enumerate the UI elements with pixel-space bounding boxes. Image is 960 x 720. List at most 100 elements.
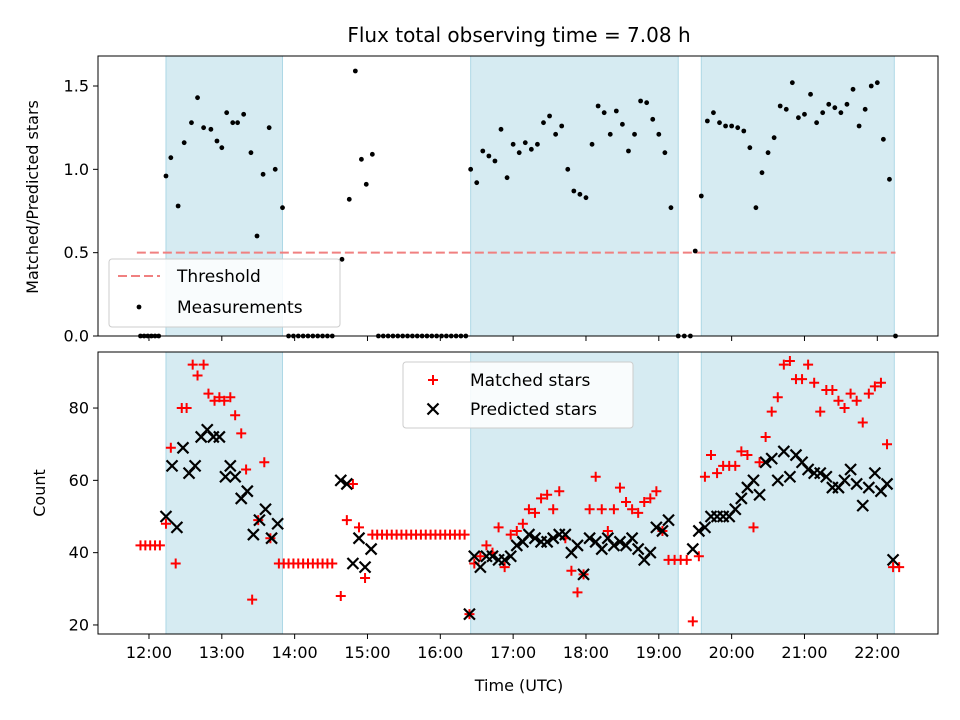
x-tick-label: 20:00 [709, 643, 755, 662]
top-shaded-interval [701, 56, 894, 336]
top-y-tick-label: 0.5 [64, 243, 89, 262]
measurement-point [535, 142, 540, 147]
measurement-point [620, 122, 625, 127]
measurement-point [857, 124, 862, 129]
measurement-point [778, 104, 783, 109]
measurement-point [486, 154, 491, 159]
measurement-point [215, 139, 220, 144]
measurement-point [359, 157, 364, 162]
top-chart-title: Flux total observing time = 7.08 h [347, 23, 690, 47]
measurement-point [796, 115, 801, 120]
measurement-point [729, 124, 734, 129]
top-shaded-interval [471, 56, 679, 336]
measurement-point [529, 147, 534, 152]
measurement-point [571, 189, 576, 194]
measurement-point [273, 167, 278, 172]
x-tick-label: 12:00 [126, 643, 172, 662]
measurement-point [578, 192, 583, 197]
measurement-point [523, 140, 528, 145]
measurement-point [547, 114, 552, 119]
measurement-point [747, 145, 752, 150]
measurement-point [517, 150, 522, 155]
measurement-point [230, 120, 235, 125]
measurement-point [189, 120, 194, 125]
measurement-point [168, 155, 173, 160]
measurement-point [219, 145, 224, 150]
legend-measurements-swatch [137, 305, 142, 310]
measurement-point [669, 205, 674, 210]
measurement-point [208, 127, 213, 132]
top-y-axis-label: Matched/Predicted stars [23, 100, 42, 294]
measurement-point [875, 80, 880, 85]
measurement-point [499, 127, 504, 132]
measurement-point [541, 120, 546, 125]
measurement-point [863, 107, 868, 112]
bottom-panel: 20 40 60 80 12:00 13:00 14:00 15:00 16:00 17:00 18… [69, 352, 938, 662]
measurement-point [182, 140, 187, 145]
measurement-point [838, 110, 843, 115]
bottom-shaded-interval [166, 352, 283, 634]
measurement-point [280, 205, 285, 210]
measurement-point [241, 112, 246, 117]
measurement-point [644, 100, 649, 105]
legend-predicted-label: Predicted stars [470, 400, 597, 420]
measurement-point [493, 159, 498, 164]
legend-threshold-label: Threshold [176, 267, 261, 287]
measurement-point [176, 204, 181, 209]
measurement-point [711, 110, 716, 115]
x-tick-label: 19:00 [636, 643, 682, 662]
bottom-y-tick-label: 80 [69, 399, 89, 418]
bottom-y-tick-label: 60 [69, 471, 89, 490]
measurement-point [699, 194, 704, 199]
measurement-point [693, 249, 698, 254]
measurement-point [565, 167, 570, 172]
x-tick-label: 15:00 [344, 643, 390, 662]
x-tick-label: 14:00 [272, 643, 318, 662]
measurement-point [826, 102, 831, 107]
measurement-point [766, 150, 771, 155]
measurement-point [881, 137, 886, 142]
chart-figure: Flux total observing time = 7.08 h Match… [0, 0, 960, 720]
measurement-point [195, 95, 200, 100]
top-y-tick-label: 1.0 [64, 160, 89, 179]
top-y-tick-label: 1.5 [64, 77, 89, 96]
measurement-point [845, 102, 850, 107]
x-tick-label: 18:00 [563, 643, 609, 662]
x-tick-label: 21:00 [781, 643, 827, 662]
measurement-point [662, 150, 667, 155]
measurement-point [832, 105, 837, 110]
measurement-point [505, 175, 510, 180]
measurement-point [717, 120, 722, 125]
x-tick-label: 17:00 [490, 643, 536, 662]
measurement-point [584, 195, 589, 200]
measurement-point [602, 110, 607, 115]
measurement-point [790, 80, 795, 85]
measurement-point [353, 69, 358, 74]
measurement-point [559, 124, 564, 129]
measurement-point [596, 104, 601, 109]
measurement-point [347, 197, 352, 202]
measurement-point [480, 149, 485, 154]
top-panel: 0.0 0.5 1.0 1.5 Threshold Measurements [64, 56, 938, 346]
measurement-point [705, 119, 710, 124]
measurement-point [808, 92, 813, 97]
x-tick-label: 16:00 [417, 643, 463, 662]
measurement-point [814, 120, 819, 125]
measurement-point [249, 150, 254, 155]
x-tick-label: 22:00 [854, 643, 900, 662]
bottom-y-axis-label: Count [30, 469, 49, 517]
measurement-point [656, 132, 661, 137]
legend-matched-label: Matched stars [470, 371, 590, 391]
measurement-point [869, 84, 874, 89]
measurement-point [614, 109, 619, 114]
measurement-point [784, 107, 789, 112]
measurement-point [164, 174, 169, 179]
measurement-point [741, 129, 746, 134]
measurement-point [772, 135, 777, 140]
bottom-x-axis-label: Time (UTC) [474, 676, 563, 695]
measurement-point [760, 170, 765, 175]
measurement-point [235, 120, 240, 125]
measurement-point [511, 142, 516, 147]
measurement-point [201, 125, 206, 130]
measurement-point [802, 112, 807, 117]
